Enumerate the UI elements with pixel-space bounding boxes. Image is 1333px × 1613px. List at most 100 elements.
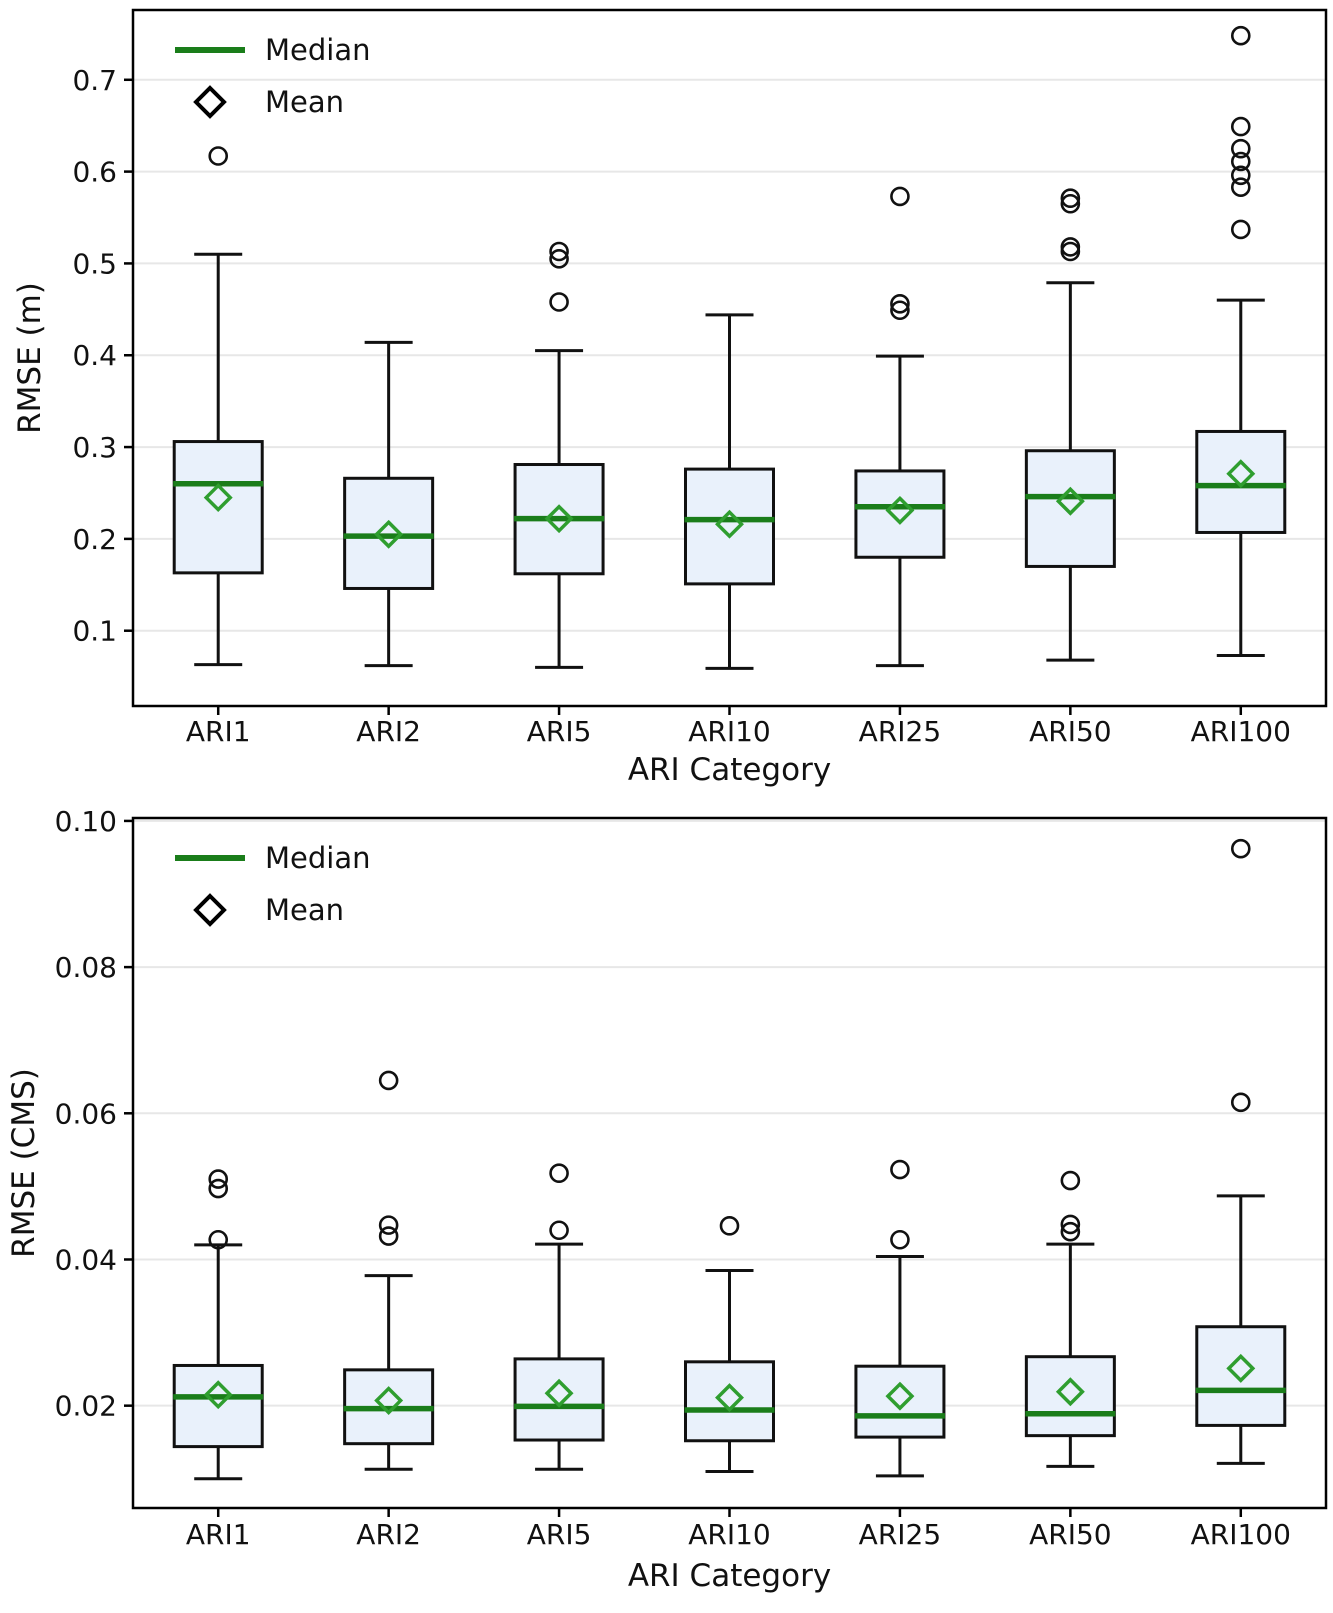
outlier-point [1230, 165, 1251, 186]
y-tick-label: 0.1 [72, 615, 117, 648]
iqr-box [684, 467, 775, 586]
outlier-point [1230, 151, 1251, 172]
mean-marker [203, 483, 233, 513]
legend: Median Mean [175, 33, 370, 119]
x-axis-title: ARI Category [628, 752, 831, 788]
x-tick-label: ARI10 [688, 715, 771, 748]
outlier-point [1060, 188, 1081, 209]
outlier-point [1230, 116, 1251, 137]
mean-marker [885, 495, 915, 525]
x-tick-label: ARI25 [859, 1518, 942, 1551]
x-tick-label: ARI1 [186, 1518, 251, 1551]
outlier-point [208, 1229, 229, 1250]
outlier-point [890, 294, 910, 314]
outlier-point [1230, 25, 1251, 46]
y-tick-label: 0.2 [72, 523, 117, 556]
iqr-box [854, 469, 946, 559]
x-tick-label: ARI100 [1191, 715, 1291, 748]
outlier-point [1230, 1092, 1251, 1113]
box-group-ARI2 [343, 340, 435, 668]
mean-marker [1226, 459, 1256, 489]
mean-marker [1226, 1353, 1256, 1383]
legend-mean-swatch [193, 85, 227, 119]
outlier-point [890, 1229, 910, 1250]
outlier-point [549, 241, 569, 262]
outlier-point [549, 1163, 569, 1184]
outlier-point [208, 146, 229, 166]
box-group-ARI10 [684, 313, 775, 670]
outlier-point [890, 300, 910, 321]
outlier-point [549, 249, 569, 269]
box-group-ARI5 [513, 241, 605, 669]
x-tick-label: ARI50 [1029, 1518, 1112, 1551]
x-tick-label: ARI2 [356, 1518, 421, 1551]
outlier-point [1230, 219, 1251, 240]
y-tick-label: 0.4 [72, 339, 117, 372]
x-tick-label: ARI1 [186, 715, 251, 748]
y-tick-label: 0.6 [72, 156, 117, 189]
x-tick-label: ARI100 [1191, 1518, 1291, 1551]
y-tick-label: 0.08 [55, 951, 117, 984]
box-group-ARI50 [1024, 188, 1116, 662]
y-tick-label: 0.10 [55, 805, 117, 838]
outlier-point [549, 292, 569, 312]
mean-marker [885, 1381, 915, 1411]
outlier-point [1060, 241, 1081, 262]
iqr-box [854, 1364, 946, 1439]
y-axis-title: RMSE (CMS) [6, 1068, 42, 1258]
y-tick-label: 0.06 [55, 1097, 117, 1130]
x-tick-label: ARI25 [859, 715, 942, 748]
mean-marker [374, 519, 404, 549]
x-tick-label: ARI10 [688, 1518, 771, 1551]
box-group-ARI10 [684, 1216, 775, 1473]
outlier-point [208, 1169, 229, 1189]
mean-marker [1055, 486, 1085, 516]
outlier-point [549, 1220, 569, 1241]
box-group-ARI1 [172, 1169, 264, 1481]
outlier-point [378, 1215, 399, 1235]
outlier-point [378, 1070, 399, 1091]
iqr-box [1195, 429, 1287, 534]
legend-mean-swatch [193, 893, 227, 927]
y-tick-label: 0.02 [55, 1390, 117, 1423]
iqr-box [684, 1360, 775, 1443]
outlier-point [1060, 1170, 1081, 1191]
box-group-ARI2 [343, 1070, 435, 1471]
box-group-ARI50 [1024, 1170, 1116, 1468]
x-tick-label: ARI5 [527, 715, 592, 748]
mean-marker [715, 509, 744, 539]
outlier-point [1060, 1214, 1081, 1235]
legend-median-label: Median [265, 33, 370, 67]
x-axis-title: ARI Category [628, 1558, 831, 1594]
iqr-box [343, 476, 435, 590]
outlier-point [1230, 138, 1251, 159]
box-group-ARI100 [1195, 25, 1287, 657]
iqr-box [1195, 1325, 1287, 1427]
rmse-m-chart: 0.1 0.2 0.3 0.4 0.5 0.6 0.7 ARI1 ARI2 ARI5 ARI10 AR… [12, 8, 1328, 788]
outlier-point [378, 1226, 399, 1246]
iqr-box [513, 1357, 605, 1442]
box-group-ARI25 [854, 1159, 946, 1478]
y-axis-title: RMSE (m) [12, 282, 48, 434]
outlier-point [1230, 838, 1251, 859]
y-tick-label: 0.7 [72, 64, 117, 97]
x-tick-label: ARI50 [1029, 715, 1112, 748]
y-tick-label: 0.3 [72, 431, 117, 464]
outlier-point [1060, 193, 1081, 214]
legend-median-label: Median [265, 841, 370, 875]
outlier-point [1230, 177, 1251, 198]
legend-mean-label: Mean [265, 85, 344, 119]
box-group-ARI100 [1195, 838, 1287, 1465]
outlier-point [890, 1159, 910, 1180]
outlier-point [1060, 1221, 1081, 1242]
x-tick-label: ARI2 [356, 715, 421, 748]
rmse-cms-chart: 0.02 0.04 0.06 0.08 0.10 ARI1 ARI2 ARI5 ARI10 ARI… [6, 805, 1328, 1594]
y-tick-label: 0.5 [72, 247, 117, 280]
mean-marker [374, 1386, 404, 1416]
x-tick-label: ARI5 [527, 1518, 592, 1551]
outlier-point [719, 1216, 740, 1236]
mean-marker [203, 1380, 233, 1410]
iqr-box [1024, 1355, 1116, 1438]
mean-marker [544, 1378, 574, 1408]
